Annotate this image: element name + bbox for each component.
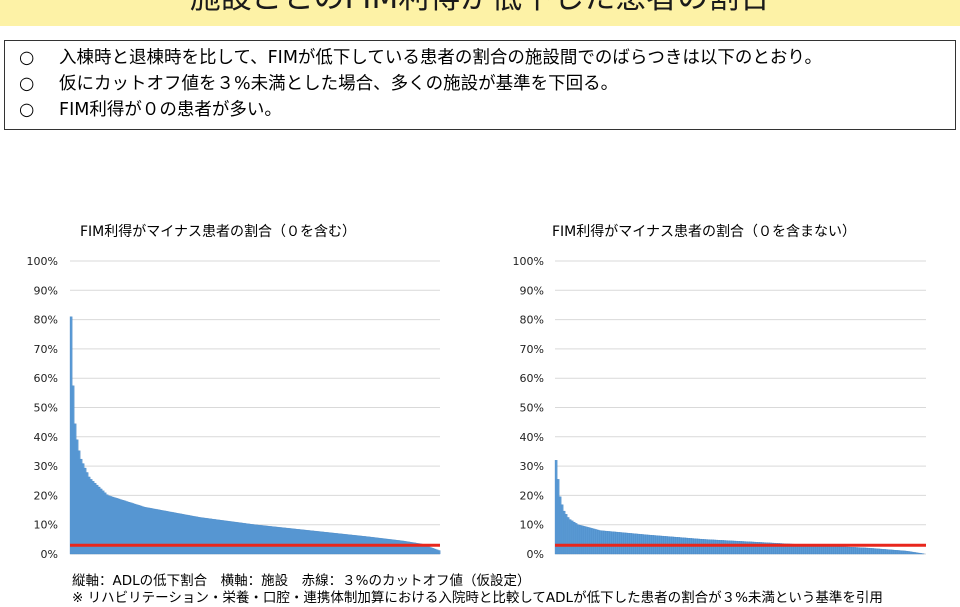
y-tick-label: 100% — [27, 255, 58, 268]
y-tick-label: 20% — [520, 489, 544, 502]
y-tick-label: 30% — [520, 460, 544, 473]
y-tick-label: 70% — [34, 343, 58, 356]
y-tick-label: 50% — [520, 402, 544, 415]
y-tick-label: 30% — [34, 460, 58, 473]
y-tick-label: 70% — [520, 343, 544, 356]
y-tick-label: 40% — [34, 431, 58, 444]
footer-notes: 縦軸：ADLの低下割合 横軸：施設 赤線：３%のカットオフ値（仮設定） ※ リハ… — [72, 573, 952, 607]
y-tick-label: 20% — [34, 489, 58, 502]
y-tick-label: 60% — [520, 372, 544, 385]
chart-right: 0% 10% 20% 30% 40% 50% 60% 70% 80% 90% 100% — [513, 255, 926, 561]
y-tick-label: 80% — [34, 314, 58, 327]
bar — [438, 550, 440, 554]
y-tick-label: 50% — [34, 402, 58, 415]
chart-left: 0% 10% 20% 30% 40% 50% 60% 70% 80% 90% 100% — [27, 255, 441, 561]
footer-source-note: ※ リハビリテーション・栄養・口腔・連携体制加算における入院時と比較してADLが… — [72, 590, 952, 607]
y-tick-label: 0% — [527, 548, 544, 561]
y-tick-label: 90% — [520, 284, 544, 297]
y-tick-label: 100% — [513, 255, 544, 268]
y-tick-label: 10% — [520, 519, 544, 532]
y-tick-label: 80% — [520, 314, 544, 327]
y-tick-label: 40% — [520, 431, 544, 444]
y-tick-label: 90% — [34, 284, 58, 297]
y-tick-label: 60% — [34, 372, 58, 385]
footer-axis-note: 縦軸：ADLの低下割合 横軸：施設 赤線：３%のカットオフ値（仮設定） — [72, 573, 952, 590]
y-tick-label: 0% — [41, 548, 58, 561]
y-tick-label: 10% — [34, 519, 58, 532]
